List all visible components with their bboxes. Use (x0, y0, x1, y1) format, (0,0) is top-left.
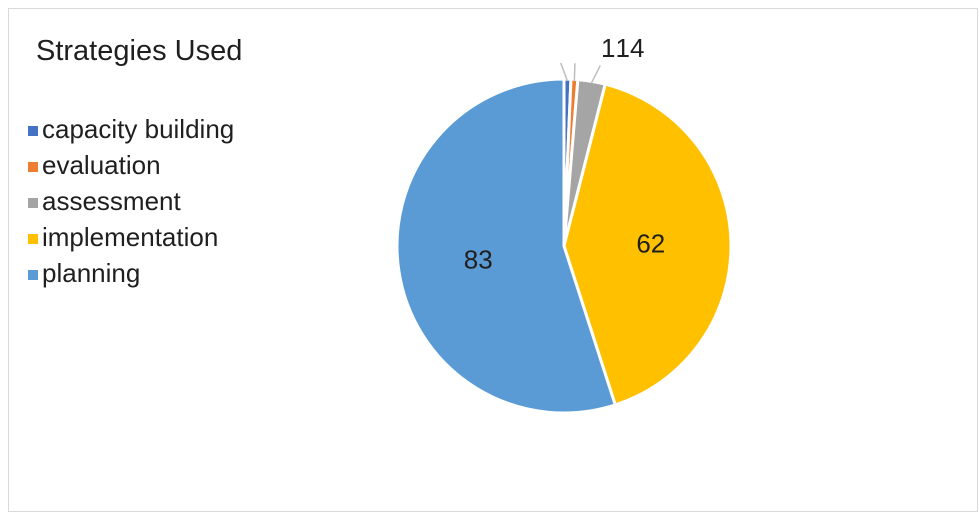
data-label-assessment: 4 (630, 33, 644, 63)
legend-swatch-evaluation (28, 162, 38, 172)
legend-swatch-assessment (28, 198, 38, 208)
leader-line-capacity-building (559, 62, 569, 82)
data-label-planning: 83 (464, 245, 493, 275)
legend-label-planning: planning (42, 258, 140, 288)
leader-line-evaluation (573, 63, 576, 82)
chart-legend: capacity building evaluation assessment imp… (28, 114, 234, 288)
chart-title: Strategies Used (36, 35, 242, 67)
pie-slices (395, 77, 733, 415)
data-label-capacity-building: 1 (601, 33, 615, 63)
data-label-implementation: 62 (636, 228, 665, 258)
legend-label-assessment: assessment (42, 186, 181, 216)
legend-label-capacity-building: capacity building (42, 114, 234, 144)
legend-swatch-implementation (28, 234, 38, 244)
legend-label-evaluation: evaluation (42, 150, 161, 180)
legend-label-implementation: implementation (42, 222, 218, 252)
data-label-evaluation: 1 (616, 33, 630, 63)
leader-line-assessment (590, 65, 601, 84)
legend-swatch-capacity-building (28, 126, 38, 136)
data-labels: 1 1 4 62 83 (464, 33, 666, 275)
leader-lines (559, 62, 601, 84)
legend-swatch-planning (28, 270, 38, 280)
pie-slice-planning (395, 77, 617, 415)
pie-slice-implementation (562, 82, 733, 407)
